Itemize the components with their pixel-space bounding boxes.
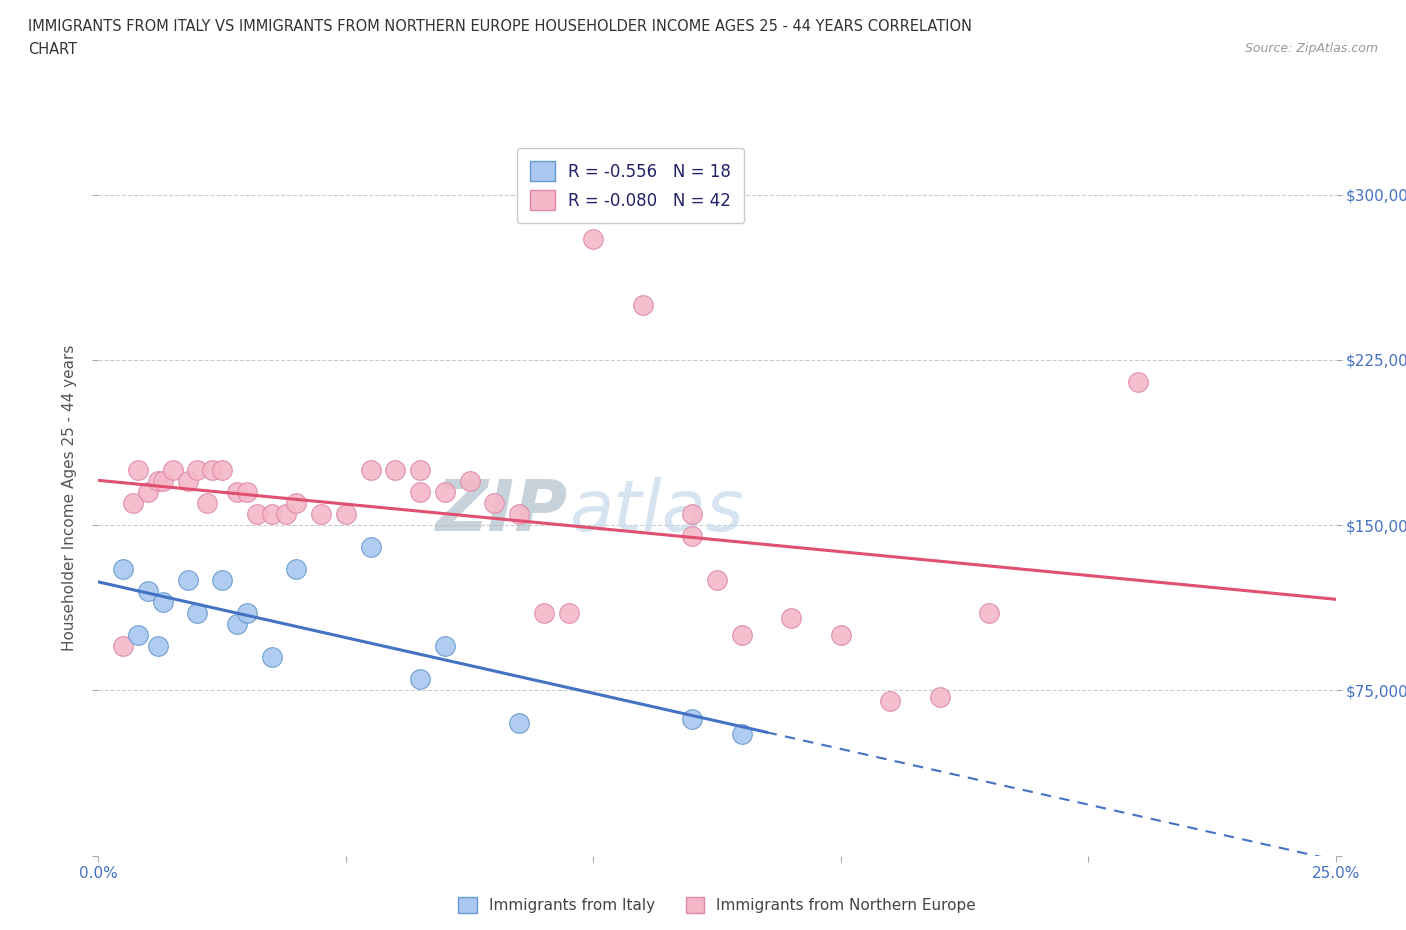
Point [830, 628, 852, 643]
Point [484, 496, 506, 511]
Point [112, 639, 135, 654]
Point [706, 573, 728, 588]
Point [246, 507, 269, 522]
Point [112, 562, 135, 577]
Point [384, 462, 406, 477]
Point [458, 473, 481, 488]
Point [285, 562, 308, 577]
Point [533, 605, 555, 620]
Point [360, 539, 382, 554]
Point [508, 507, 530, 522]
Point [127, 462, 149, 477]
Text: IMMIGRANTS FROM ITALY VS IMMIGRANTS FROM NORTHERN EUROPE HOUSEHOLDER INCOME AGES: IMMIGRANTS FROM ITALY VS IMMIGRANTS FROM… [28, 19, 972, 33]
Point [127, 628, 149, 643]
Point [681, 528, 703, 543]
Point [276, 507, 298, 522]
Point [409, 462, 432, 477]
Point [681, 711, 703, 726]
Point [152, 595, 174, 610]
Point [176, 473, 198, 488]
Point [176, 573, 198, 588]
Point [211, 573, 233, 588]
Point [309, 507, 332, 522]
Point [409, 485, 432, 499]
Text: CHART: CHART [28, 42, 77, 57]
Point [433, 485, 456, 499]
Point [631, 298, 654, 312]
Point [226, 617, 249, 631]
Point [122, 496, 145, 511]
Point [236, 605, 259, 620]
Point [731, 727, 754, 742]
Point [136, 485, 159, 499]
Point [360, 462, 382, 477]
Point [285, 496, 308, 511]
Point [152, 473, 174, 488]
Point [260, 507, 283, 522]
Point [979, 605, 1001, 620]
Point [582, 232, 605, 246]
Point [162, 462, 184, 477]
Point [879, 694, 901, 709]
Text: atlas: atlas [568, 477, 744, 546]
Point [260, 650, 283, 665]
Y-axis label: Householder Income Ages 25 - 44 years: Householder Income Ages 25 - 44 years [62, 344, 77, 651]
Point [136, 584, 159, 599]
Point [146, 639, 169, 654]
Point [195, 496, 218, 511]
Point [928, 689, 950, 704]
Point [1126, 375, 1149, 390]
Point [236, 485, 259, 499]
Text: ZIP: ZIP [436, 477, 568, 546]
Point [681, 507, 703, 522]
Point [409, 671, 432, 686]
Point [201, 462, 224, 477]
Point [508, 716, 530, 731]
Point [226, 485, 249, 499]
Point [557, 605, 579, 620]
Point [780, 610, 803, 625]
Point [433, 639, 456, 654]
Point [186, 462, 208, 477]
Point [146, 473, 169, 488]
Point [335, 507, 357, 522]
Point [211, 462, 233, 477]
Legend: Immigrants from Italy, Immigrants from Northern Europe: Immigrants from Italy, Immigrants from N… [453, 891, 981, 920]
Point [186, 605, 208, 620]
Point [731, 628, 754, 643]
Text: Source: ZipAtlas.com: Source: ZipAtlas.com [1244, 42, 1378, 55]
